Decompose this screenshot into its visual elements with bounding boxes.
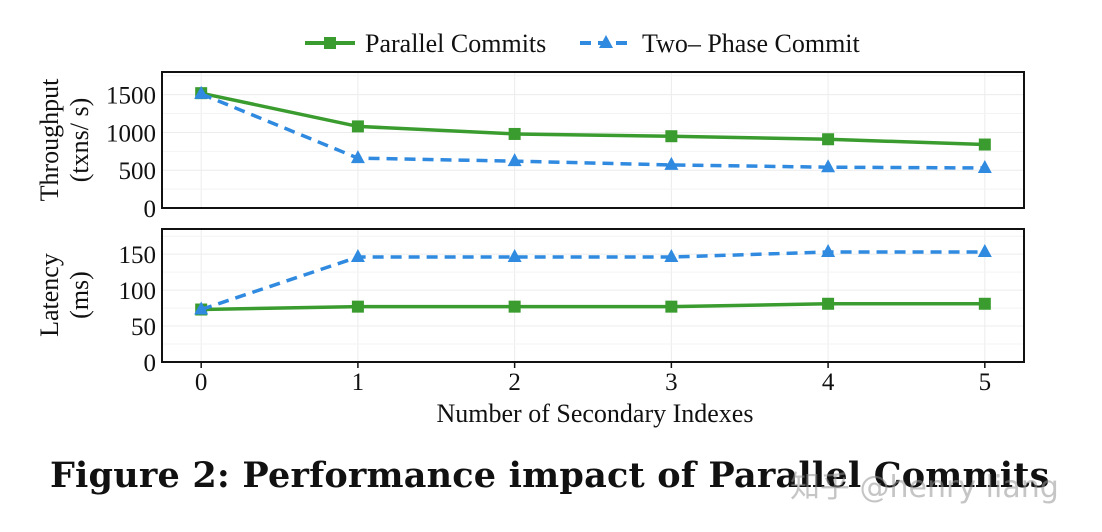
data-point-square (351, 300, 364, 313)
plot-frame (161, 228, 1025, 363)
x-tick-label: 2 (508, 369, 521, 396)
panel-throughput: 0 500 1000 1500 Throughput (txns/ s) (35, 71, 1025, 223)
legend-marker-triangle (599, 35, 613, 48)
y-axis-label-units: (txns/ s) (65, 98, 94, 183)
legend-entry-0: Parallel Commits (305, 29, 546, 58)
watermark: 知乎 @henry liang (790, 470, 1059, 505)
y-tick-label: 1000 (106, 120, 156, 147)
figure: Parallel Commits Two– Phase Commit 0 500 100… (35, 29, 1025, 428)
data-point-square (978, 297, 991, 310)
data-point-triangle (664, 249, 679, 263)
data-point-triangle (507, 249, 522, 263)
series-line-parallel-commits (200, 91, 985, 147)
data-point-square (822, 297, 835, 310)
data-point-square (665, 130, 678, 143)
y-tick-label: 1500 (106, 83, 156, 110)
data-point-triangle (977, 159, 992, 173)
data-point-triangle (821, 244, 836, 258)
data-point-square (351, 120, 364, 133)
data-point-square (822, 133, 835, 146)
y-tick-label: 500 (119, 158, 157, 185)
y-tick-label: 50 (131, 314, 156, 341)
y-tick-label: 0 (144, 196, 157, 223)
x-tick-label: 3 (665, 369, 678, 396)
data-point-triangle (507, 153, 522, 167)
legend-label: Two– Phase Commit (642, 29, 861, 58)
line-chart: Parallel Commits Two– Phase Commit0500100… (35, 29, 1025, 428)
data-point-triangle (194, 301, 209, 315)
x-axis-label: Number of Secondary Indexes (437, 399, 754, 428)
y-tick-label: 100 (119, 278, 157, 305)
series-line-parallel-commits (201, 302, 985, 312)
data-point-triangle (194, 85, 209, 99)
y-tick-label: 150 (119, 242, 157, 269)
x-tick-label: 5 (979, 369, 992, 396)
data-point-square (508, 127, 521, 140)
data-point-triangle (977, 244, 992, 258)
legend-label: Parallel Commits (365, 29, 546, 58)
y-tick-label: 0 (144, 350, 157, 377)
y-axis-label: Throughput (35, 78, 64, 202)
data-point-square (508, 300, 521, 313)
grid (162, 229, 1024, 363)
legend-entry-1: Two– Phase Commit (580, 29, 861, 58)
panel-latency: 0 50 100 150 Latency (ms) (35, 228, 1025, 377)
figure-caption: Figure 2: Performance impact of Parallel… (50, 455, 1050, 496)
data-point-triangle (350, 249, 365, 263)
plot-frame (161, 71, 1025, 209)
y-axis-label: Latency (35, 253, 64, 337)
data-point-square (665, 300, 678, 313)
data-point-square (978, 138, 991, 151)
legend-marker-square (324, 37, 336, 49)
series-line-two-phase-commit (200, 250, 985, 312)
data-point-triangle (821, 159, 836, 173)
data-point-triangle (664, 156, 679, 170)
x-tick-label: 1 (352, 369, 365, 396)
x-tick-label: 0 (195, 369, 208, 396)
data-point-triangle (350, 150, 365, 164)
x-axis: 0 1 2 3 4 5 Number of Secondary Indexes (195, 362, 991, 428)
y-axis-label-units: (ms) (65, 271, 94, 319)
x-tick-label: 4 (822, 369, 835, 396)
series-line-two-phase-commit (200, 92, 985, 170)
